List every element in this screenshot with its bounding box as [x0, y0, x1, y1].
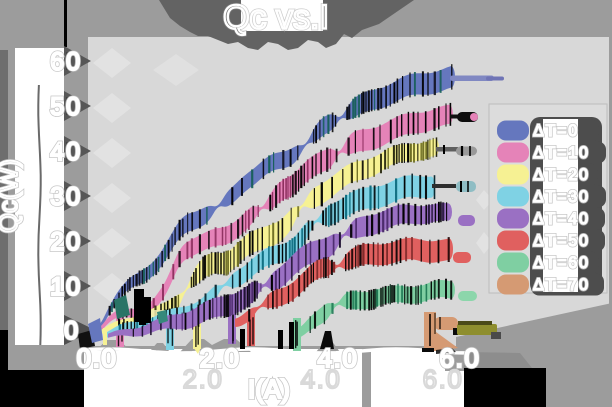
svg-text:ΔT=0: ΔT=0: [533, 122, 579, 140]
svg-text:4.0: 4.0: [318, 343, 359, 373]
svg-text:10: 10: [50, 273, 82, 301]
svg-text:ΔT=20: ΔT=20: [533, 166, 590, 184]
svg-text:20: 20: [50, 228, 82, 256]
svg-text:60: 60: [50, 48, 82, 76]
svg-text:30: 30: [50, 183, 82, 211]
svg-text:2.0: 2.0: [200, 343, 241, 373]
svg-text:6.0: 6.0: [423, 364, 464, 394]
svg-text:ΔT=30: ΔT=30: [533, 188, 590, 206]
svg-text:I(A): I(A): [248, 374, 290, 404]
svg-text:60: 60: [50, 48, 82, 76]
svg-text:ΔT=50: ΔT=50: [533, 232, 590, 250]
svg-text:2.0: 2.0: [200, 343, 241, 373]
svg-text:Qc vs.I: Qc vs.I: [223, 0, 329, 37]
svg-text:Qc(W): Qc(W): [0, 159, 23, 233]
svg-text:4.0: 4.0: [318, 343, 359, 373]
svg-text:ΔT=50: ΔT=50: [533, 232, 590, 250]
svg-text:10: 10: [50, 273, 82, 301]
svg-text:0: 0: [64, 317, 80, 345]
svg-text:0: 0: [64, 317, 80, 345]
svg-text:ΔT=10: ΔT=10: [533, 144, 590, 162]
svg-text:ΔT=60: ΔT=60: [533, 254, 590, 272]
svg-text:ΔT=70: ΔT=70: [533, 276, 590, 294]
svg-text:40: 40: [50, 138, 82, 166]
svg-text:0.0: 0.0: [77, 343, 118, 373]
svg-text:4.0: 4.0: [301, 364, 342, 394]
svg-text:ΔT=10: ΔT=10: [533, 144, 590, 162]
svg-text:30: 30: [50, 183, 82, 211]
svg-text:ΔT=20: ΔT=20: [533, 166, 590, 184]
svg-text:ΔT=70: ΔT=70: [533, 276, 590, 294]
svg-text:Qc vs.I: Qc vs.I: [223, 0, 329, 37]
svg-text:ΔT=40: ΔT=40: [533, 210, 590, 228]
svg-text:ΔT=40: ΔT=40: [533, 210, 590, 228]
svg-text:ΔT=60: ΔT=60: [533, 254, 590, 272]
svg-text:2.0: 2.0: [183, 364, 224, 394]
svg-text:0.0: 0.0: [77, 343, 118, 373]
svg-text:6.0: 6.0: [440, 343, 481, 373]
svg-text:20: 20: [50, 228, 82, 256]
svg-text:I(A): I(A): [248, 374, 290, 404]
svg-text:ΔT=30: ΔT=30: [533, 188, 590, 206]
svg-text:40: 40: [50, 138, 82, 166]
svg-text:Qc(W): Qc(W): [0, 159, 23, 233]
svg-text:ΔT=0: ΔT=0: [533, 122, 579, 140]
svg-text:6.0: 6.0: [440, 343, 481, 373]
svg-text:50: 50: [50, 93, 82, 121]
svg-text:50: 50: [50, 93, 82, 121]
